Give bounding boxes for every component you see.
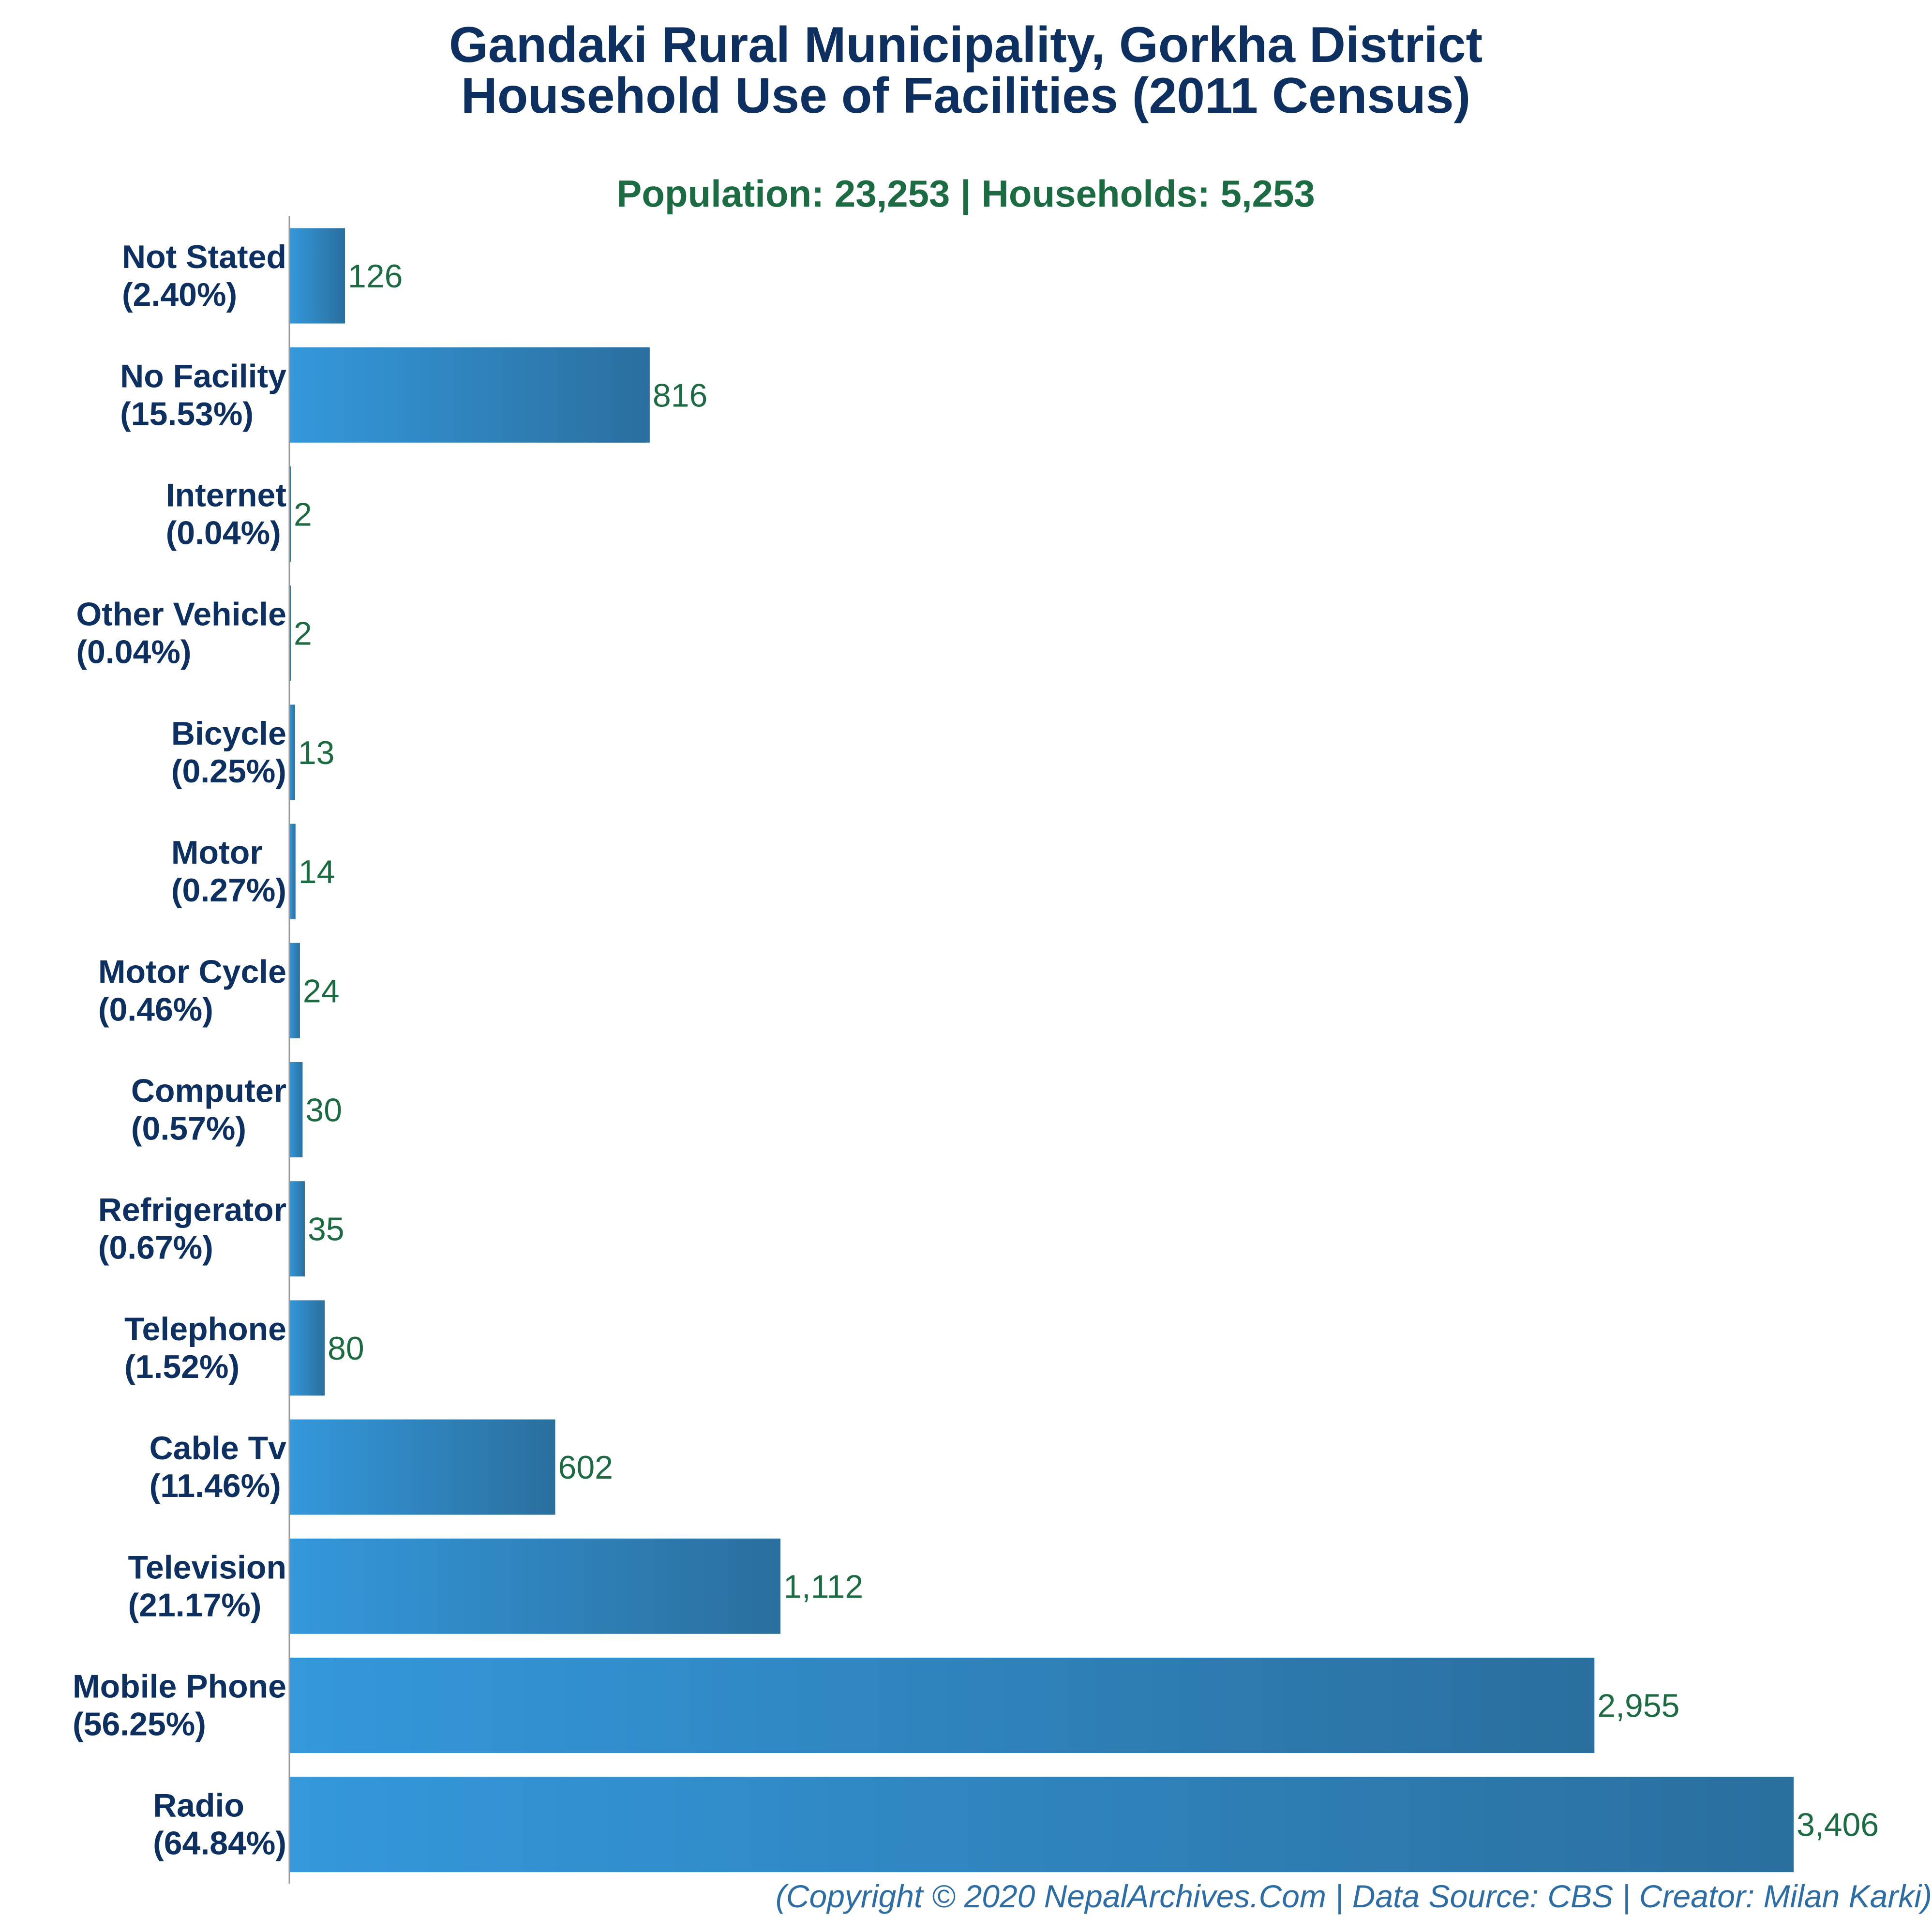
category-name: Not Stated [122, 239, 286, 275]
value-label: 602 [558, 1449, 613, 1486]
chart-title: Gandaki Rural Municipality, Gorkha Distr… [449, 17, 1483, 124]
category-percent: (0.57%) [131, 1110, 246, 1147]
category-percent: (0.27%) [171, 872, 286, 909]
category-percent: (2.40%) [122, 276, 237, 313]
category-label: Other Vehicle (0.04%) [76, 596, 286, 671]
category-name: No Facility [120, 358, 286, 394]
chart-subtitle: Population: 23,253 | Households: 5,253 [616, 172, 1315, 215]
category-label: Radio (64.84%) [153, 1787, 286, 1862]
category-percent: (0.04%) [76, 634, 191, 671]
value-label: 816 [653, 377, 707, 414]
value-label: 126 [348, 258, 403, 295]
value-label: 24 [303, 973, 340, 1009]
bar-no-facility [289, 347, 650, 443]
category-label: Internet (0.04%) [166, 477, 286, 552]
category-name: Television [128, 1549, 286, 1586]
value-label: 3,406 [1797, 1807, 1879, 1843]
bar-cable-tv [289, 1419, 555, 1515]
category-percent: (11.46%) [150, 1468, 281, 1504]
value-label: 1,112 [783, 1568, 863, 1605]
value-label: 2 [294, 496, 312, 533]
category-name: Radio [153, 1787, 244, 1824]
value-label: 14 [299, 854, 335, 890]
bar-computer [289, 1062, 303, 1157]
category-label: Motor Cycle (0.46%) [98, 953, 286, 1028]
category-name: Cable Tv [150, 1430, 287, 1467]
bar-mobile-phone [289, 1658, 1595, 1753]
chart-title-line-1: Gandaki Rural Municipality, Gorkha Distr… [449, 17, 1483, 73]
category-percent: (0.67%) [98, 1229, 213, 1266]
footer-credit: (Copyright © 2020 NepalArchives.Com | Da… [776, 1878, 1932, 1915]
category-label: No Facility (15.53%) [120, 358, 286, 432]
value-label: 80 [328, 1330, 364, 1367]
value-label: 2 [294, 615, 312, 652]
bar-radio [289, 1777, 1794, 1872]
category-percent: (64.84%) [153, 1825, 286, 1862]
category-label: Refrigerator (0.67%) [98, 1192, 286, 1266]
category-label: Cable Tv (11.46%) [150, 1430, 287, 1504]
category-name: Computer [131, 1073, 286, 1109]
bar-motor-cycle [289, 943, 300, 1038]
value-label: 35 [308, 1211, 344, 1248]
bar-television [289, 1538, 781, 1634]
value-label: 2,955 [1597, 1688, 1679, 1724]
category-name: Motor Cycle [98, 953, 286, 990]
category-percent: (0.25%) [171, 753, 286, 790]
category-label: Motor (0.27%) [171, 834, 286, 909]
bar-not-stated [289, 228, 345, 324]
category-percent: (0.04%) [166, 515, 281, 552]
category-percent: (0.46%) [98, 991, 213, 1028]
category-percent: (15.53%) [120, 395, 254, 432]
bar-motor [289, 824, 296, 919]
category-percent: (1.52%) [124, 1348, 240, 1385]
chart-title-line-2: Household Use of Facilities (2011 Census… [461, 68, 1470, 124]
category-name: Refrigerator [98, 1192, 286, 1228]
bars-group: 126 Not Stated (2.40%) 816 No Facility (15.53… [73, 228, 1879, 1872]
category-name: Other Vehicle [76, 596, 286, 633]
category-label: Television (21.17%) [128, 1549, 286, 1623]
category-name: Mobile Phone [73, 1668, 286, 1705]
value-label: 13 [298, 734, 335, 771]
bar-refrigerator [289, 1181, 305, 1277]
category-label: Bicycle (0.25%) [171, 715, 286, 790]
bar-telephone [289, 1300, 325, 1396]
category-name: Internet [166, 477, 286, 514]
category-label: Telephone (1.52%) [124, 1311, 286, 1385]
category-label: Mobile Phone (56.25%) [73, 1668, 286, 1743]
category-label: Computer (0.57%) [131, 1073, 286, 1147]
bar-bicycle [289, 704, 295, 800]
value-label: 30 [305, 1092, 342, 1129]
category-name: Bicycle [171, 715, 286, 752]
category-name: Telephone [124, 1311, 286, 1348]
category-percent: (21.17%) [128, 1587, 261, 1623]
category-label: Not Stated (2.40%) [122, 239, 286, 313]
category-percent: (56.25%) [73, 1706, 206, 1743]
category-name: Motor [171, 834, 263, 871]
